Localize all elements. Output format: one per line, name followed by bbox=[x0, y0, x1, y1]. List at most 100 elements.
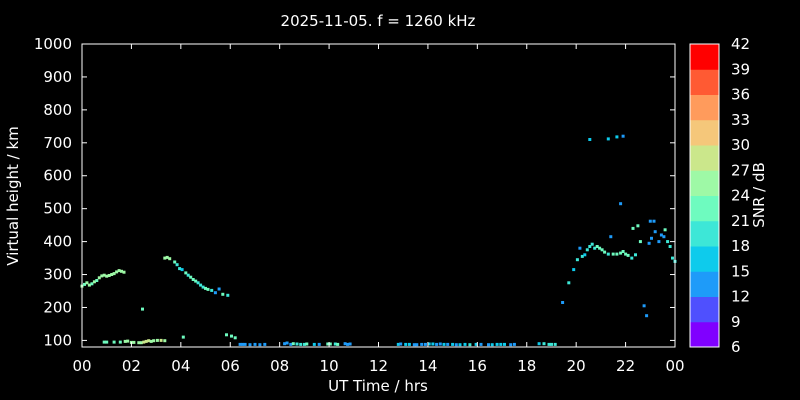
data-point bbox=[299, 342, 303, 346]
data-point bbox=[326, 342, 330, 346]
data-point bbox=[435, 342, 439, 346]
data-point bbox=[233, 336, 237, 340]
data-point bbox=[118, 340, 122, 344]
data-point bbox=[253, 342, 257, 346]
data-point bbox=[442, 342, 446, 346]
data-point bbox=[578, 246, 582, 250]
data-point bbox=[634, 253, 637, 257]
x-tick-label: 04 bbox=[171, 357, 190, 375]
x-tick-label: 12 bbox=[369, 357, 388, 375]
data-point bbox=[590, 242, 594, 246]
data-point bbox=[95, 279, 99, 282]
data-point bbox=[178, 267, 182, 271]
data-point bbox=[175, 263, 179, 267]
data-point bbox=[663, 228, 667, 232]
data-point bbox=[537, 342, 541, 346]
colorbar-bin bbox=[690, 321, 719, 348]
data-point bbox=[312, 342, 316, 346]
data-point bbox=[263, 342, 267, 346]
y-axis-label: Virtual height / km bbox=[4, 126, 22, 265]
data-point bbox=[123, 339, 127, 343]
data-point bbox=[611, 252, 615, 256]
data-point bbox=[624, 252, 628, 256]
data-point bbox=[423, 342, 427, 346]
data-point bbox=[631, 226, 635, 230]
colorbar-tick-label: 18 bbox=[731, 237, 750, 255]
data-point bbox=[117, 269, 121, 273]
data-point bbox=[638, 240, 642, 244]
data-point bbox=[583, 253, 587, 257]
data-point bbox=[642, 304, 646, 308]
data-point bbox=[336, 342, 340, 346]
data-point bbox=[420, 342, 424, 346]
data-point bbox=[657, 240, 661, 244]
colorbar-bin bbox=[690, 246, 719, 272]
data-point bbox=[85, 281, 89, 285]
snr-colorbar: 6 9 12 15 18 21 24 27 30 33 36 39 42 bbox=[689, 35, 750, 356]
data-point bbox=[348, 342, 352, 346]
data-point bbox=[107, 274, 111, 277]
data-point bbox=[238, 342, 242, 346]
data-point bbox=[305, 342, 309, 346]
colorbar-bin bbox=[690, 296, 719, 323]
colorbar-tick-label: 39 bbox=[731, 60, 750, 78]
colorbar-tick-label: 30 bbox=[731, 136, 750, 154]
colorbar-tick-label: 24 bbox=[731, 187, 750, 205]
x-tick-label: 06 bbox=[221, 357, 240, 375]
data-point bbox=[194, 279, 198, 283]
data-point bbox=[105, 274, 109, 278]
data-point bbox=[458, 343, 462, 347]
data-point bbox=[647, 241, 651, 245]
scatter-points bbox=[80, 134, 677, 347]
data-point bbox=[407, 342, 411, 346]
data-point bbox=[600, 248, 604, 252]
data-point bbox=[289, 342, 293, 346]
data-point bbox=[621, 134, 625, 138]
data-point bbox=[512, 342, 516, 346]
data-point bbox=[102, 340, 106, 344]
data-point bbox=[155, 338, 159, 342]
y-tick-label: 600 bbox=[43, 167, 72, 185]
data-point bbox=[333, 342, 337, 346]
data-point bbox=[636, 224, 640, 228]
data-point bbox=[645, 314, 649, 318]
data-point bbox=[110, 273, 114, 276]
data-point bbox=[561, 301, 565, 304]
plot-area-frame bbox=[81, 43, 676, 348]
data-point bbox=[585, 248, 589, 252]
data-point bbox=[230, 334, 233, 338]
data-point bbox=[572, 268, 576, 272]
data-point bbox=[168, 257, 172, 261]
data-point bbox=[567, 281, 571, 285]
data-point bbox=[97, 276, 101, 280]
data-point bbox=[606, 252, 610, 256]
colorbar-bin bbox=[690, 119, 719, 146]
data-point bbox=[210, 288, 214, 292]
data-point bbox=[490, 343, 494, 347]
data-point bbox=[495, 342, 499, 346]
data-point bbox=[163, 339, 167, 343]
data-point bbox=[588, 245, 592, 248]
data-point bbox=[181, 335, 185, 339]
data-point bbox=[503, 342, 506, 346]
data-point bbox=[671, 256, 674, 260]
data-point bbox=[184, 271, 188, 275]
y-tick-label: 800 bbox=[43, 101, 72, 119]
data-point bbox=[112, 272, 116, 276]
x-tick-label: 00 bbox=[665, 357, 684, 375]
data-point bbox=[137, 341, 141, 345]
x-tick-label: 16 bbox=[468, 357, 487, 375]
data-point bbox=[396, 342, 400, 346]
y-tick-label: 400 bbox=[43, 233, 72, 251]
data-point bbox=[659, 233, 663, 237]
data-point bbox=[100, 274, 104, 278]
data-point bbox=[404, 342, 408, 346]
data-point bbox=[90, 282, 94, 286]
chart-title: 2025-11-05. f = 1260 kHz bbox=[281, 12, 476, 30]
data-point bbox=[415, 343, 419, 347]
y-tick-label: 500 bbox=[43, 200, 72, 218]
data-point bbox=[199, 283, 203, 287]
data-point bbox=[217, 287, 221, 291]
colorbar-tick-label: 27 bbox=[731, 161, 750, 179]
y-tick-label: 1000 bbox=[34, 35, 72, 53]
